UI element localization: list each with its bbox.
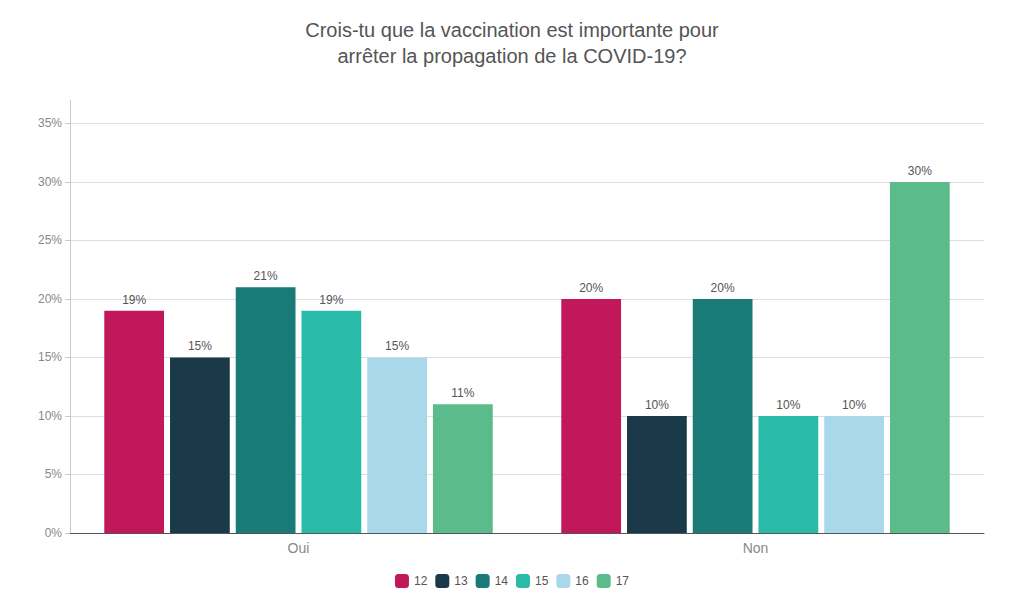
svg-text:arrêter la propagation de la C: arrêter la propagation de la COVID-19? [337,45,686,67]
svg-text:10%: 10% [38,409,62,423]
svg-text:11%: 11% [451,386,474,400]
svg-text:20%: 20% [579,281,603,295]
svg-text:10%: 10% [842,398,866,412]
svg-text:25%: 25% [38,233,62,247]
svg-text:15%: 15% [188,339,212,353]
svg-text:19%: 19% [319,293,343,307]
svg-text:14: 14 [495,574,509,588]
svg-text:21%: 21% [254,269,278,283]
svg-text:15: 15 [535,574,549,588]
svg-text:10%: 10% [776,398,800,412]
svg-text:15%: 15% [385,339,409,353]
svg-text:Oui: Oui [288,540,310,556]
svg-text:13: 13 [454,574,468,588]
svg-text:30%: 30% [38,175,62,189]
svg-text:10%: 10% [645,398,669,412]
svg-text:12: 12 [414,574,428,588]
svg-text:20%: 20% [38,292,62,306]
svg-text:30%: 30% [908,164,932,178]
svg-text:Crois-tu que la vaccination es: Crois-tu que la vaccination est importan… [305,19,719,41]
svg-text:19%: 19% [122,293,146,307]
svg-text:15%: 15% [38,350,62,364]
svg-text:17: 17 [616,574,630,588]
svg-text:16: 16 [575,574,589,588]
svg-text:Non: Non [743,540,769,556]
svg-text:35%: 35% [38,116,62,130]
svg-text:20%: 20% [711,281,735,295]
svg-text:0%: 0% [45,526,63,540]
svg-text:5%: 5% [45,467,63,481]
